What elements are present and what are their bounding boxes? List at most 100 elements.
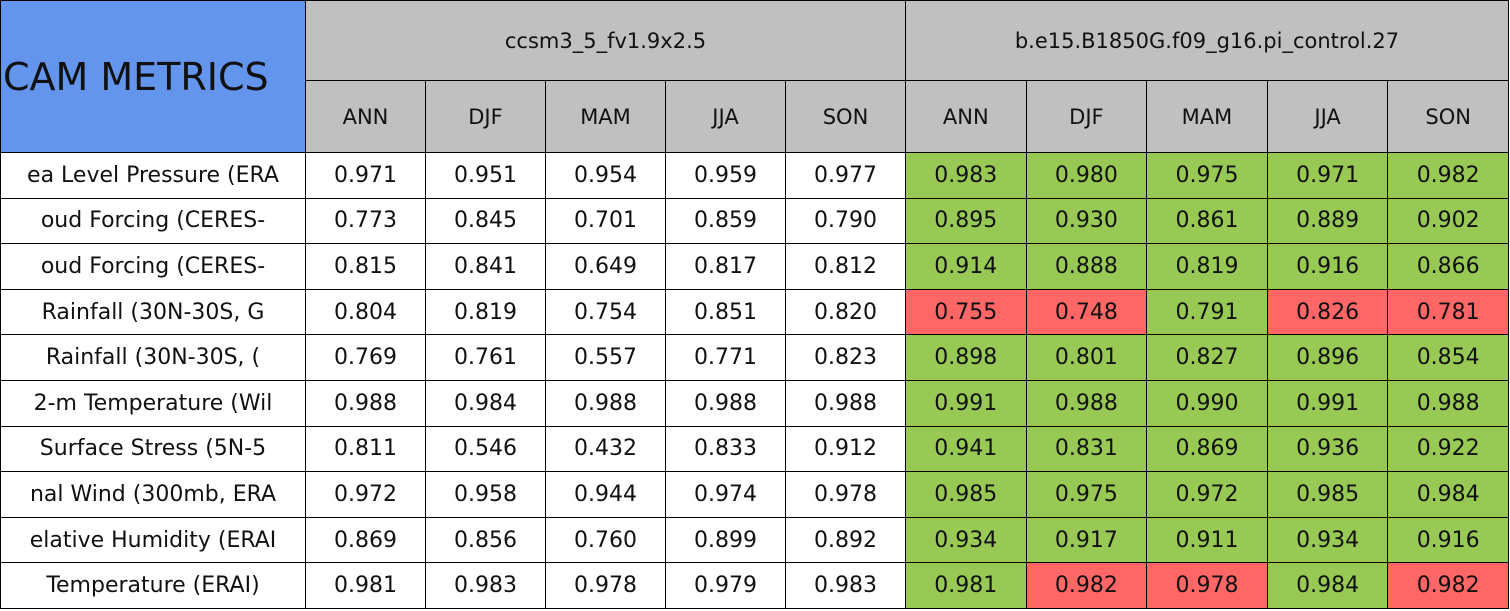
- value-cell: 0.896: [1266, 334, 1389, 381]
- value-cell: 0.761: [425, 334, 546, 381]
- value-cell: 0.930: [1025, 197, 1148, 245]
- column-header: JJA: [1266, 80, 1389, 153]
- value-cell: 0.980: [1025, 152, 1148, 199]
- value-cell: 0.819: [1146, 243, 1268, 290]
- row-label: 2-m Temperature (Wil: [0, 380, 306, 427]
- title-cell: CAM METRICS: [0, 0, 306, 153]
- value-cell: 0.790: [785, 197, 906, 245]
- column-header: JJA: [665, 80, 786, 153]
- value-cell: 0.972: [305, 471, 426, 518]
- value-cell: 0.811: [305, 425, 426, 473]
- value-cell: 0.958: [425, 471, 546, 518]
- value-cell: 0.991: [905, 380, 1027, 427]
- value-cell: 0.951: [425, 152, 546, 199]
- value-cell: 0.781: [1387, 288, 1509, 336]
- value-cell: 0.982: [1387, 152, 1509, 199]
- value-cell: 0.983: [425, 562, 546, 609]
- value-cell: 0.988: [545, 380, 666, 427]
- value-cell: 0.854: [1387, 334, 1509, 381]
- value-cell: 0.954: [545, 152, 666, 199]
- value-cell: 0.934: [905, 516, 1027, 564]
- value-cell: 0.982: [1025, 562, 1148, 609]
- value-cell: 0.820: [785, 288, 906, 336]
- value-cell: 0.815: [305, 243, 426, 290]
- value-cell: 0.983: [905, 152, 1027, 199]
- value-cell: 0.972: [1146, 471, 1268, 518]
- value-cell: 0.823: [785, 334, 906, 381]
- column-header: MAM: [545, 80, 666, 153]
- row-label: Rainfall (30N-30S, (: [0, 334, 306, 381]
- value-cell: 0.974: [665, 471, 786, 518]
- value-cell: 0.833: [665, 425, 786, 473]
- value-cell: 0.988: [1387, 380, 1509, 427]
- value-cell: 0.771: [665, 334, 786, 381]
- value-cell: 0.769: [305, 334, 426, 381]
- value-cell: 0.916: [1266, 243, 1389, 290]
- value-cell: 0.851: [665, 288, 786, 336]
- value-cell: 0.985: [905, 471, 1027, 518]
- value-cell: 0.898: [905, 334, 1027, 381]
- value-cell: 0.916: [1387, 516, 1509, 564]
- value-cell: 0.866: [1387, 243, 1509, 290]
- value-cell: 0.985: [1266, 471, 1389, 518]
- value-cell: 0.922: [1387, 425, 1509, 473]
- row-label: elative Humidity (ERAI: [0, 516, 306, 564]
- value-cell: 0.991: [1266, 380, 1389, 427]
- row-label: nal Wind (300mb, ERA: [0, 471, 306, 518]
- row-label: oud Forcing (CERES-: [0, 243, 306, 290]
- value-cell: 0.841: [425, 243, 546, 290]
- column-header: ANN: [305, 80, 426, 153]
- column-header: DJF: [425, 80, 546, 153]
- value-cell: 0.984: [1387, 471, 1509, 518]
- value-cell: 0.971: [305, 152, 426, 199]
- value-cell: 0.899: [665, 516, 786, 564]
- column-header: SON: [785, 80, 906, 153]
- value-cell: 0.914: [905, 243, 1027, 290]
- column-header: DJF: [1025, 80, 1148, 153]
- value-cell: 0.827: [1146, 334, 1268, 381]
- row-label: Rainfall (30N-30S, G: [0, 288, 306, 336]
- value-cell: 0.869: [1146, 425, 1268, 473]
- value-cell: 0.981: [905, 562, 1027, 609]
- value-cell: 0.978: [785, 471, 906, 518]
- value-cell: 0.959: [665, 152, 786, 199]
- value-cell: 0.988: [305, 380, 426, 427]
- value-cell: 0.892: [785, 516, 906, 564]
- value-cell: 0.859: [665, 197, 786, 245]
- value-cell: 0.912: [785, 425, 906, 473]
- value-cell: 0.861: [1146, 197, 1268, 245]
- value-cell: 0.649: [545, 243, 666, 290]
- value-cell: 0.895: [905, 197, 1027, 245]
- value-cell: 0.754: [545, 288, 666, 336]
- value-cell: 0.941: [905, 425, 1027, 473]
- value-cell: 0.982: [1387, 562, 1509, 609]
- value-cell: 0.988: [1025, 380, 1148, 427]
- value-cell: 0.934: [1266, 516, 1389, 564]
- group-header: ccsm3_5_fv1.9x2.5: [305, 0, 906, 81]
- value-cell: 0.975: [1146, 152, 1268, 199]
- value-cell: 0.984: [425, 380, 546, 427]
- value-cell: 0.979: [665, 562, 786, 609]
- row-label: ea Level Pressure (ERA: [0, 152, 306, 199]
- value-cell: 0.978: [1146, 562, 1268, 609]
- value-cell: 0.902: [1387, 197, 1509, 245]
- value-cell: 0.760: [545, 516, 666, 564]
- value-cell: 0.971: [1266, 152, 1389, 199]
- value-cell: 0.773: [305, 197, 426, 245]
- value-cell: 0.911: [1146, 516, 1268, 564]
- value-cell: 0.812: [785, 243, 906, 290]
- value-cell: 0.988: [785, 380, 906, 427]
- value-cell: 0.869: [305, 516, 426, 564]
- value-cell: 0.432: [545, 425, 666, 473]
- group-header: b.e15.B1850G.f09_g16.pi_control.27: [905, 0, 1509, 81]
- value-cell: 0.801: [1025, 334, 1148, 381]
- value-cell: 0.984: [1266, 562, 1389, 609]
- value-cell: 0.983: [785, 562, 906, 609]
- value-cell: 0.826: [1266, 288, 1389, 336]
- value-cell: 0.977: [785, 152, 906, 199]
- value-cell: 0.936: [1266, 425, 1389, 473]
- row-label: Surface Stress (5N-5: [0, 425, 306, 473]
- value-cell: 0.988: [665, 380, 786, 427]
- row-label: oud Forcing (CERES-: [0, 197, 306, 245]
